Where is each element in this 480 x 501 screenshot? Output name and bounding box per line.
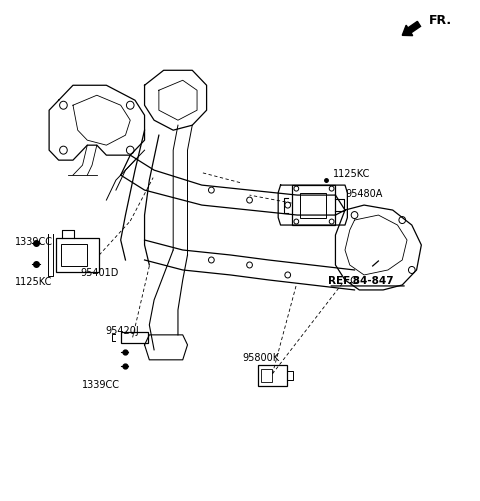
Text: 95401D: 95401D xyxy=(80,268,119,278)
Text: 1339CC: 1339CC xyxy=(15,236,53,246)
Text: 1339CC: 1339CC xyxy=(82,379,120,389)
Text: REF.84-847: REF.84-847 xyxy=(328,276,394,286)
Bar xyxy=(56,238,99,273)
Bar xyxy=(61,244,87,267)
Bar xyxy=(261,370,273,383)
Text: 1125KC: 1125KC xyxy=(333,168,371,178)
Text: 95420J: 95420J xyxy=(106,325,139,335)
Text: FR.: FR. xyxy=(429,14,452,27)
Text: 95480A: 95480A xyxy=(345,188,383,198)
Text: 1125KC: 1125KC xyxy=(15,277,52,287)
Bar xyxy=(120,332,148,343)
Bar xyxy=(292,186,336,225)
Bar xyxy=(300,193,326,218)
FancyArrow shape xyxy=(402,23,420,37)
Bar xyxy=(258,366,287,386)
Text: 95800K: 95800K xyxy=(242,352,279,362)
